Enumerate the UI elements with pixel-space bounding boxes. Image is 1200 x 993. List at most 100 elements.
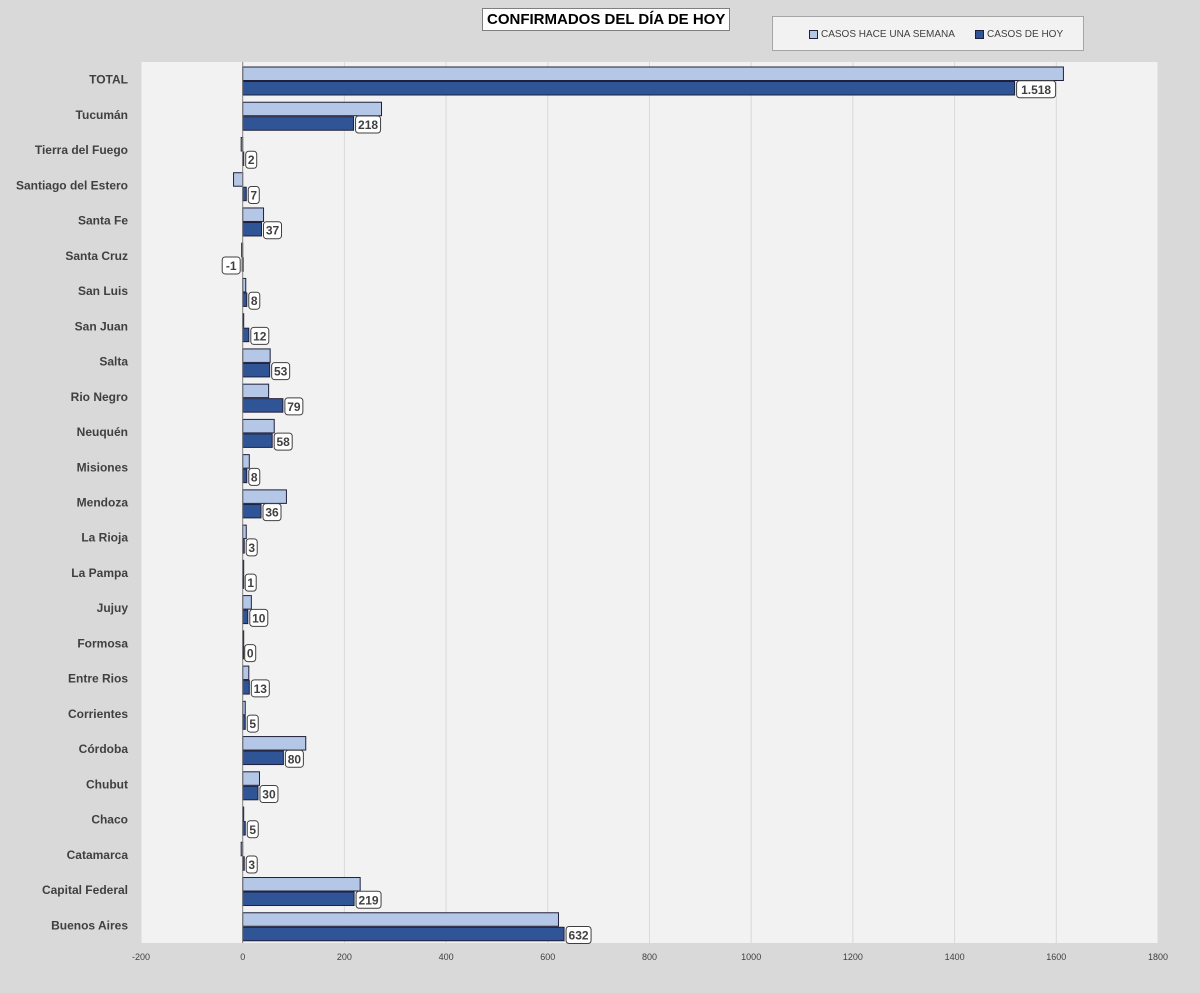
x-tick-label: 800 — [642, 952, 657, 962]
category-label: San Luis — [78, 284, 128, 298]
category-label: La Rioja — [81, 531, 128, 545]
data-label: 1.518 — [1021, 83, 1051, 97]
bar-today — [242, 926, 565, 942]
category-label: Neuquén — [77, 425, 128, 439]
bar-week — [242, 101, 383, 117]
x-tick-label: 1000 — [741, 952, 761, 962]
bar-today — [242, 292, 248, 307]
category-label: Entre Rios — [68, 672, 128, 686]
data-label: 2 — [248, 153, 255, 167]
data-label: 10 — [252, 611, 266, 625]
data-label-box — [262, 503, 282, 522]
bar-week — [242, 771, 260, 786]
legend-item-week: CASOS HACE UNA SEMANA — [809, 29, 955, 40]
bar-today — [242, 750, 284, 766]
data-label: 0 — [247, 647, 254, 661]
data-label: 30 — [262, 788, 276, 802]
bar-today — [242, 680, 250, 695]
category-label: Capital Federal — [42, 883, 128, 897]
data-label-box — [247, 185, 260, 204]
bar-week — [242, 418, 275, 434]
data-label-box — [284, 749, 304, 768]
data-label-box — [565, 926, 592, 945]
category-label: Santiago del Estero — [16, 178, 128, 192]
bar-week — [242, 877, 361, 892]
x-tick-label: 1200 — [843, 952, 863, 962]
category-label: Jujuy — [97, 601, 129, 615]
legend-swatch-today — [975, 30, 984, 39]
x-tick-label: 0 — [240, 952, 245, 962]
x-tick-label: 400 — [439, 952, 454, 962]
data-label-box — [273, 432, 293, 451]
category-label: Catamarca — [67, 848, 129, 862]
data-label: 80 — [288, 752, 302, 766]
legend-swatch-week — [809, 30, 818, 39]
category-label: Tucumán — [76, 108, 128, 122]
data-label: 79 — [287, 400, 301, 414]
category-label: San Juan — [75, 319, 128, 333]
data-label-box — [1016, 80, 1057, 99]
data-label-box — [250, 326, 270, 345]
bar-today — [242, 433, 273, 448]
x-tick-label: -200 — [132, 952, 150, 962]
bar-today — [242, 362, 271, 378]
data-label: 53 — [274, 365, 288, 379]
data-label: 632 — [569, 929, 589, 943]
x-tick-label: 1600 — [1046, 952, 1066, 962]
data-label: 12 — [253, 329, 267, 343]
data-label-box — [248, 291, 261, 310]
data-label-box — [244, 644, 257, 663]
bar-today — [242, 327, 250, 343]
bar-week — [242, 736, 307, 751]
category-label: Córdoba — [79, 742, 129, 756]
bar-today — [242, 398, 284, 413]
category-label: Misiones — [77, 460, 129, 474]
data-label-box — [259, 785, 279, 804]
bar-week — [233, 172, 244, 187]
data-label: 7 — [250, 188, 257, 202]
data-label-box — [221, 256, 241, 275]
data-label-box — [245, 855, 258, 874]
bar-today — [242, 785, 259, 801]
data-label: 8 — [251, 294, 258, 308]
bar-today — [242, 186, 247, 202]
data-label-box — [284, 397, 304, 416]
category-label: Tierra del Fuego — [35, 143, 128, 157]
bar-week — [242, 383, 270, 399]
category-label: Chubut — [86, 777, 128, 791]
data-label-box — [245, 150, 258, 169]
bar-week — [242, 912, 559, 927]
bar-today — [242, 503, 262, 519]
data-label: 58 — [277, 435, 291, 449]
data-label: 3 — [248, 858, 255, 872]
data-label-box — [249, 608, 269, 627]
bar-today — [242, 468, 248, 484]
category-label: Mendoza — [77, 496, 129, 510]
x-tick-label: 1800 — [1148, 952, 1168, 962]
bar-week — [242, 595, 252, 610]
data-label-box — [250, 679, 270, 698]
data-label: 218 — [358, 118, 378, 132]
bar-today — [242, 609, 249, 625]
data-label: 219 — [359, 893, 379, 907]
data-label-box — [248, 467, 261, 486]
data-label-box — [263, 221, 283, 240]
data-label-box — [244, 573, 257, 592]
data-label: 3 — [248, 541, 255, 555]
bar-week — [242, 66, 1064, 81]
category-label: Salta — [99, 355, 128, 369]
data-label: 36 — [265, 506, 279, 520]
legend-item-today: CASOS DE HOY — [975, 29, 1063, 40]
category-label: Buenos Aires — [51, 918, 128, 932]
category-label: TOTAL — [89, 73, 128, 87]
bar-today — [242, 81, 1016, 96]
data-label: -1 — [226, 259, 237, 273]
bar-today — [242, 116, 355, 131]
data-label: 8 — [251, 470, 258, 484]
category-label: Chaco — [91, 813, 128, 827]
bar-week — [242, 207, 265, 222]
legend-label-today: CASOS DE HOY — [987, 29, 1064, 40]
bar-week — [242, 454, 250, 469]
category-label: Rio Negro — [71, 390, 128, 404]
